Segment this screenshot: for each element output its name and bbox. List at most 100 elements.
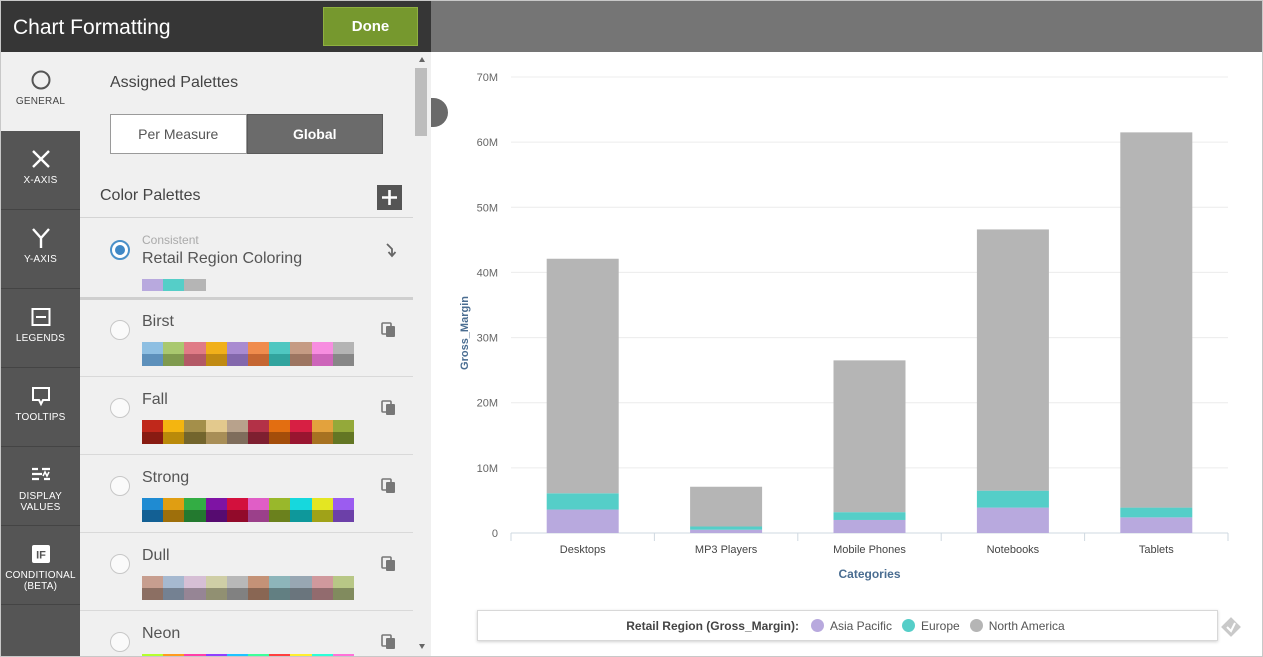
color-swatch <box>247 498 270 510</box>
formatting-nav: GENERAL X-AXIS Y-AXIS LEGENDS TOOLT <box>1 52 80 656</box>
legend-item-asia-pacific[interactable]: Asia Pacific <box>810 619 892 633</box>
color-swatch <box>142 654 164 656</box>
palette-name: Dull <box>142 547 170 564</box>
color-swatch <box>247 588 270 600</box>
palette-strong[interactable]: Strong <box>80 456 413 533</box>
color-swatch <box>163 420 185 432</box>
color-swatch <box>205 588 227 600</box>
y-tick-label: 60M <box>477 137 498 149</box>
x-tick-label: MP3 Players <box>695 544 758 556</box>
color-swatch <box>247 432 270 444</box>
palette-fall[interactable]: Fall <box>80 378 413 455</box>
nav-general[interactable]: GENERAL <box>1 52 80 131</box>
palette-neon[interactable]: Neon <box>80 612 413 656</box>
color-swatch <box>247 576 270 588</box>
palette-radio[interactable] <box>110 398 130 418</box>
legend-item-north-america[interactable]: North America <box>969 619 1065 633</box>
color-swatch <box>142 279 164 291</box>
color-swatch <box>205 498 227 510</box>
copy-icon[interactable] <box>380 321 398 339</box>
palette-birst[interactable]: Birst <box>80 300 413 377</box>
nav-label: Y-AXIS <box>23 254 58 265</box>
color-swatch <box>290 510 312 522</box>
color-swatch <box>311 420 333 432</box>
done-button[interactable]: Done <box>323 7 418 46</box>
color-swatch <box>205 576 227 588</box>
color-swatch <box>163 654 185 656</box>
chart-header-bar <box>431 1 1262 52</box>
copy-icon[interactable] <box>380 399 398 417</box>
y-axis-icon <box>31 228 50 248</box>
palette-dull[interactable]: Dull <box>80 534 413 611</box>
color-swatch <box>290 576 312 588</box>
per-measure-toggle[interactable]: Per Measure <box>110 114 247 154</box>
copy-icon[interactable] <box>380 555 398 573</box>
pin-icon[interactable] <box>1218 614 1244 640</box>
color-swatch <box>142 432 164 444</box>
x-axis-icon <box>31 150 50 168</box>
current-palette[interactable]: Consistent Retail Region Coloring <box>80 218 413 300</box>
color-swatch <box>332 420 354 432</box>
color-swatch <box>269 498 291 510</box>
tooltip-icon <box>31 387 50 407</box>
palette-swatches <box>142 279 354 291</box>
color-swatch <box>163 279 185 291</box>
palette-name: Fall <box>142 391 168 408</box>
y-tick-label: 10M <box>477 463 498 475</box>
global-toggle[interactable]: Global <box>246 114 383 154</box>
nav-label: CONDITIONAL (BETA) <box>5 570 76 592</box>
color-palettes-title: Color Palettes <box>100 187 201 204</box>
color-swatch <box>142 342 164 354</box>
scroll-down-icon[interactable] <box>419 644 425 649</box>
color-swatch <box>290 354 312 366</box>
color-swatch <box>184 654 206 656</box>
legend-item-europe[interactable]: Europe <box>901 619 960 633</box>
panel-scrollbar[interactable] <box>413 52 431 656</box>
palette-radio[interactable] <box>110 476 130 496</box>
y-tick-label: 0 <box>492 528 498 540</box>
circle-icon <box>31 70 50 90</box>
palette-radio[interactable] <box>110 632 130 652</box>
add-palette-button[interactable] <box>377 185 402 210</box>
collapse-panel-tab[interactable] <box>431 98 448 127</box>
nav-legends[interactable]: LEGENDS <box>1 289 80 368</box>
bar-mp3-players-north-america <box>690 486 763 527</box>
nav-conditional[interactable]: IF CONDITIONAL (BETA) <box>1 526 80 605</box>
scroll-up-icon[interactable] <box>419 57 425 62</box>
palette-radio[interactable] <box>110 320 130 340</box>
color-swatch <box>269 420 291 432</box>
palette-scope-toggle: Per Measure Global <box>110 114 383 154</box>
color-swatch <box>226 510 248 522</box>
nav-y-axis[interactable]: Y-AXIS <box>1 210 80 289</box>
if-icon: IF <box>31 545 50 563</box>
color-swatch <box>290 342 312 354</box>
legend-icon <box>31 308 50 326</box>
color-swatch <box>184 420 206 432</box>
bar-notebooks-asia-pacific <box>976 507 1049 533</box>
palette-radio[interactable] <box>110 240 130 260</box>
color-swatch <box>269 342 291 354</box>
scroll-thumb[interactable] <box>415 68 427 136</box>
color-swatch <box>247 342 270 354</box>
y-tick-label: 40M <box>477 267 498 279</box>
formatting-header: Chart Formatting Done <box>1 1 431 52</box>
color-swatch <box>184 510 206 522</box>
arrow-down-icon[interactable] <box>383 242 397 258</box>
nav-display-values[interactable]: DISPLAY VALUES <box>1 447 80 526</box>
copy-icon[interactable] <box>380 477 398 495</box>
color-swatch <box>269 654 291 656</box>
nav-x-axis[interactable]: X-AXIS <box>1 131 80 210</box>
bar-tablets-europe <box>1120 507 1193 518</box>
color-swatch <box>142 354 164 366</box>
copy-icon[interactable] <box>380 633 398 651</box>
nav-tooltips[interactable]: TOOLTIPS <box>1 368 80 447</box>
color-swatch <box>269 354 291 366</box>
color-swatch <box>311 354 333 366</box>
svg-text:IF: IF <box>36 550 46 562</box>
color-swatch <box>269 432 291 444</box>
color-swatch <box>247 420 270 432</box>
bar-desktops-north-america <box>546 258 619 494</box>
bar-mp3-players-asia-pacific <box>690 529 763 533</box>
palette-radio[interactable] <box>110 554 130 574</box>
